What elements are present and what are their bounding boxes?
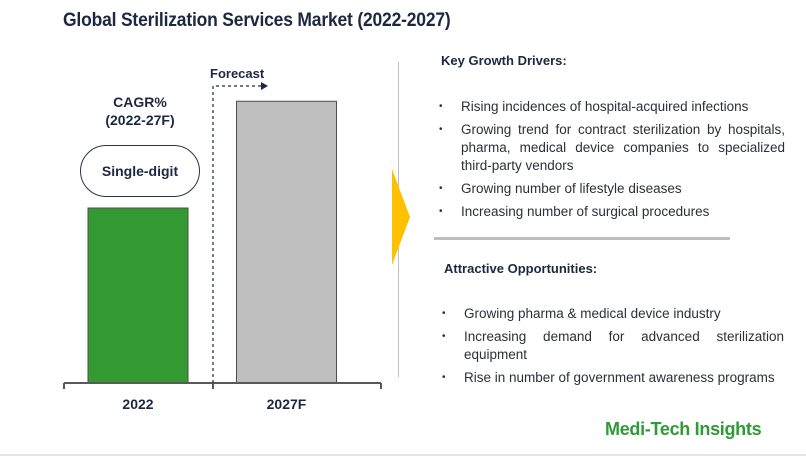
page-title: Global Sterilization Services Market (20… bbox=[63, 10, 451, 31]
brand-logo-text: Medi-Tech Insights bbox=[605, 419, 762, 439]
opportunities-heading: Attractive Opportunities: bbox=[444, 261, 598, 276]
list-item: Growing trend for contract sterilization… bbox=[437, 121, 785, 175]
list-item: Increasing demand for advanced steriliza… bbox=[440, 328, 784, 364]
list-item: Rise in number of government awareness p… bbox=[440, 369, 784, 387]
opportunities-list: Growing pharma & medical device industry… bbox=[440, 305, 784, 392]
forecast-label: Forecast bbox=[210, 66, 265, 81]
list-item: Growing pharma & medical device industry bbox=[440, 305, 784, 323]
list-item: Increasing number of surgical procedures bbox=[437, 203, 785, 221]
list-item: Rising incidences of hospital-acquired i… bbox=[437, 98, 785, 116]
forecast-divider-dashed-line bbox=[212, 85, 262, 383]
chevron-right-icon bbox=[392, 169, 410, 265]
forecast-arrow-head-icon bbox=[261, 82, 268, 90]
market-bar-chart: 2022 2027F bbox=[63, 82, 382, 412]
x-tick-label: 2022 bbox=[122, 396, 153, 412]
cagr-value-badge: Single-digit bbox=[80, 145, 200, 197]
x-tick-label: 2027F bbox=[267, 396, 307, 412]
drivers-list: Rising incidences of hospital-acquired i… bbox=[437, 98, 785, 226]
cagr-label-line-1: CAGR% bbox=[113, 94, 167, 110]
drivers-heading: Key Growth Drivers: bbox=[441, 53, 567, 68]
bar-2027f bbox=[236, 100, 337, 384]
list-item: Growing number of lifestyle diseases bbox=[437, 180, 785, 198]
cagr-label: CAGR% (2022-27F) bbox=[90, 93, 190, 129]
cagr-label-line-2: (2022-27F) bbox=[105, 112, 175, 128]
bar-2022 bbox=[87, 207, 189, 384]
section-divider bbox=[434, 237, 730, 240]
bottom-rule bbox=[0, 454, 806, 456]
